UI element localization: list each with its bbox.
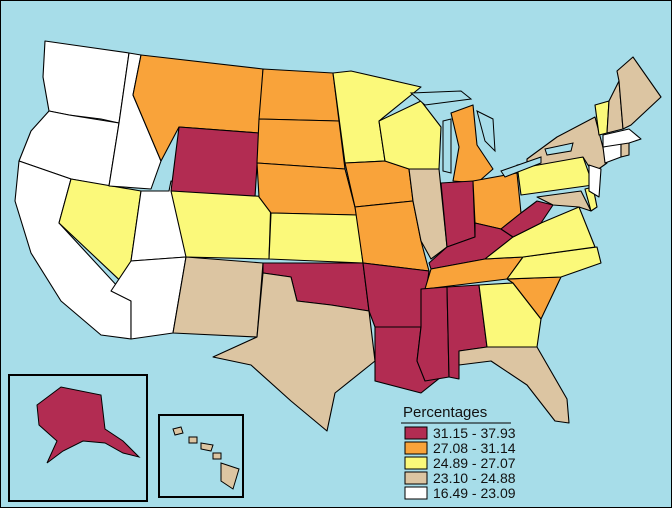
state-WA: [42, 40, 130, 124]
state-MA: [602, 128, 642, 148]
state-ND: [258, 68, 340, 122]
legend-swatch: [404, 471, 428, 485]
state-IA: [344, 160, 414, 208]
state-SD: [256, 118, 346, 170]
state-MD: [536, 190, 592, 212]
legend-label: 23.10 - 24.88: [433, 470, 516, 486]
state-TX: [212, 272, 376, 432]
lake-michigan: [442, 118, 452, 174]
state-WY: [170, 126, 260, 198]
lake-erie: [500, 156, 542, 178]
lake-superior: [409, 90, 473, 106]
state-HI: [172, 426, 240, 490]
legend-label: 31.15 - 37.93: [433, 425, 516, 441]
legend-title: Percentages: [403, 404, 487, 421]
legend-swatch: [404, 456, 428, 470]
legend-label: 16.49 - 23.09: [433, 485, 516, 501]
state-IL: [408, 168, 448, 260]
lake-ontario: [544, 142, 574, 156]
state-ME: [616, 56, 662, 130]
legend-swatch: [404, 426, 428, 440]
legend-swatch: [404, 486, 428, 500]
state-AR: [362, 262, 430, 328]
state-NJ: [588, 164, 602, 198]
state-CO: [170, 190, 272, 260]
lake-huron: [476, 110, 496, 153]
state-GA: [478, 282, 542, 348]
legend-label: 27.08 - 31.14: [433, 440, 516, 456]
legend-label: 24.89 - 27.07: [433, 455, 516, 471]
state-NM: [172, 256, 264, 338]
state-NE: [256, 162, 358, 216]
state-KS: [268, 212, 364, 264]
legend-swatch: [404, 441, 428, 455]
state-NC: [506, 246, 602, 280]
state-MS: [416, 286, 450, 382]
state-MO: [354, 200, 430, 272]
state-RI: [620, 142, 630, 158]
state-AK: [36, 386, 141, 464]
state-FL: [458, 346, 570, 424]
state-IN: [440, 180, 476, 248]
state-MI: [450, 104, 494, 184]
